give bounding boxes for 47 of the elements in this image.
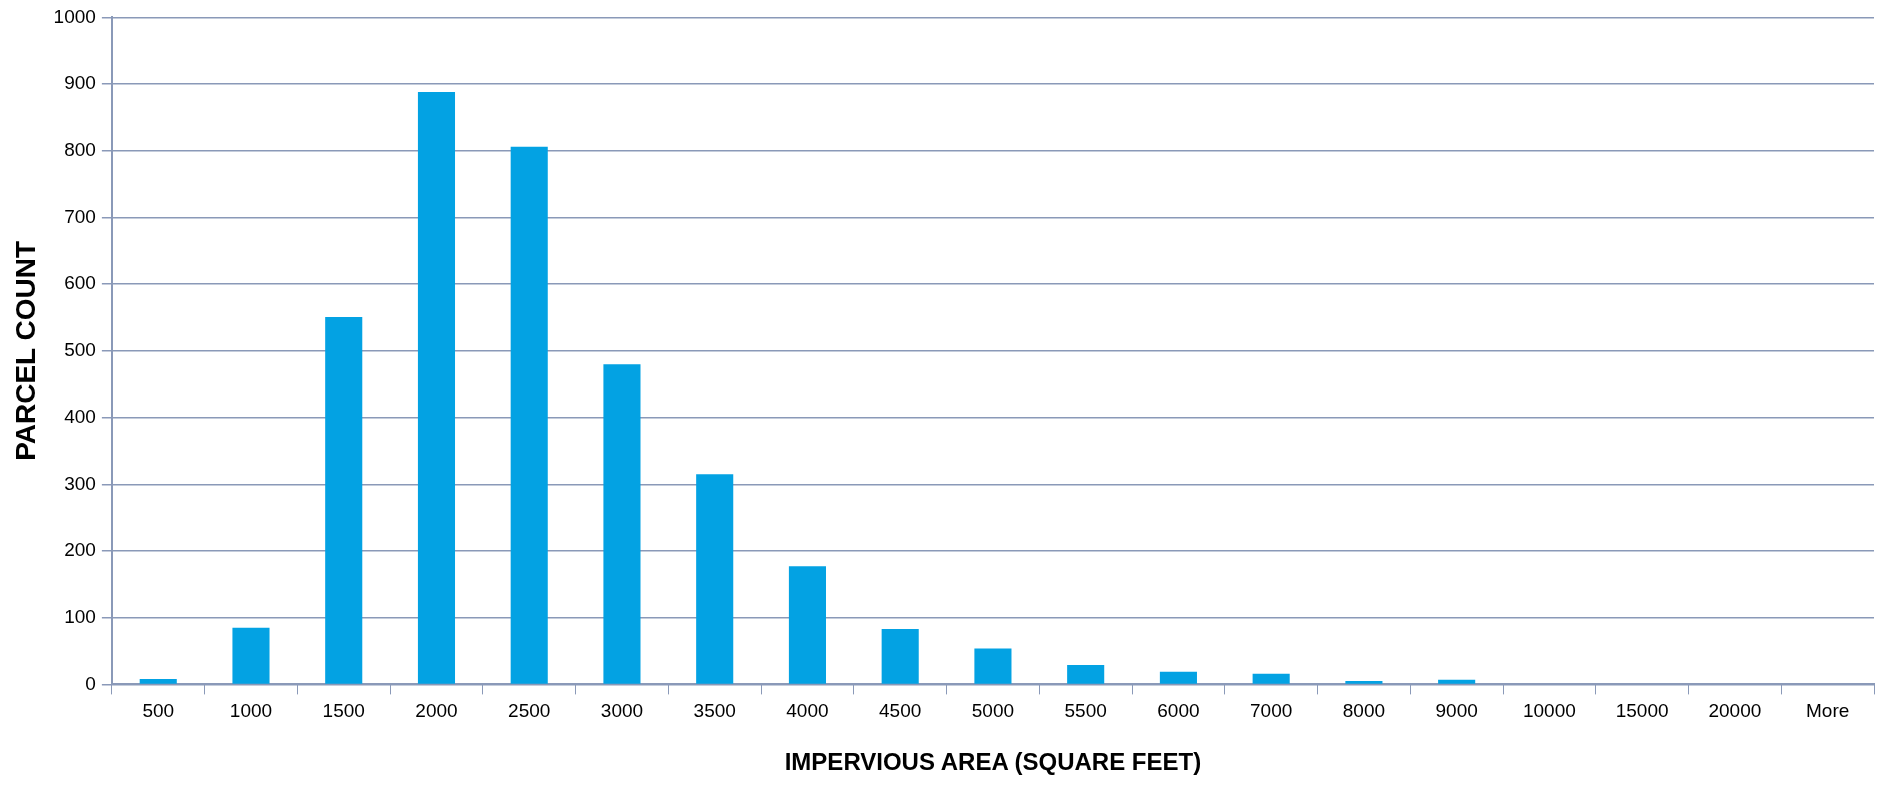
x-tick-label: 6000 <box>1157 700 1200 722</box>
x-tick-label: 8000 <box>1342 700 1386 722</box>
bar <box>1345 681 1383 684</box>
bar <box>139 679 177 684</box>
y-tick-label: 500 <box>64 339 96 361</box>
y-tick-label: 400 <box>64 405 96 427</box>
bar <box>603 364 641 684</box>
y-tick-label: 300 <box>64 472 96 494</box>
x-tick-label: 20000 <box>1708 700 1762 722</box>
bar <box>788 566 826 684</box>
y-tick-label: 900 <box>64 72 96 94</box>
x-tick-label: 2000 <box>415 700 458 722</box>
y-axis-title: PARCEL COUNT <box>9 240 41 461</box>
bar <box>232 627 270 684</box>
y-tick-label: 1000 <box>53 5 96 27</box>
x-tick-label: 9000 <box>1435 700 1478 722</box>
y-tick-label: 600 <box>64 272 96 294</box>
bar <box>325 316 363 684</box>
y-tick-label: 100 <box>64 605 96 627</box>
y-tick-label: 800 <box>64 139 96 161</box>
x-tick-label: 3500 <box>693 700 736 722</box>
bar <box>510 146 548 684</box>
x-tick-label: 7000 <box>1250 700 1293 722</box>
x-tick-label: 2500 <box>508 700 551 722</box>
x-tick-label: 4500 <box>879 700 922 722</box>
bar <box>1438 679 1476 684</box>
bar <box>417 92 456 684</box>
bar <box>1067 665 1105 684</box>
x-tick-label: More <box>1805 700 1850 722</box>
x-tick-label: 3000 <box>600 700 644 722</box>
x-axis-title: IMPERVIOUS AREA (SQUARE FEET) <box>784 748 1202 776</box>
x-tick-label: 15000 <box>1615 700 1669 722</box>
bar <box>1252 673 1290 684</box>
y-tick-label: 0 <box>85 672 96 694</box>
bar <box>1159 671 1197 684</box>
bar <box>696 474 734 684</box>
x-tick-label: 5500 <box>1064 700 1107 722</box>
bar <box>881 629 919 684</box>
x-tick-label: 1500 <box>322 700 365 722</box>
bar <box>974 648 1012 684</box>
x-tick-label: 500 <box>142 700 175 722</box>
y-tick-label: 700 <box>64 205 96 227</box>
x-tick-label: 1000 <box>229 700 273 722</box>
y-tick-label: 200 <box>64 539 96 561</box>
x-tick-label: 4000 <box>786 700 829 722</box>
x-tick-label: 10000 <box>1522 700 1576 722</box>
x-tick-label: 5000 <box>971 700 1015 722</box>
